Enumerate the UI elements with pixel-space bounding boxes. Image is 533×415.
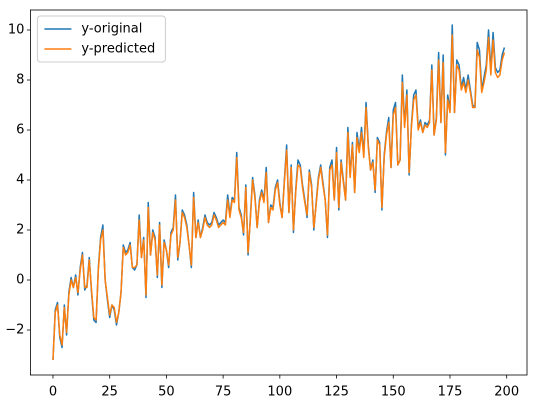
x-tick-label: 0 (49, 385, 57, 400)
series-line (52, 34, 506, 361)
x-tick-label: 125 (324, 385, 349, 400)
y-tick-label: −2 (5, 323, 24, 338)
y-tick-label: 8 (16, 73, 24, 88)
y-tick-label: 4 (16, 173, 24, 188)
x-tick-label: 50 (158, 385, 175, 400)
x-tick-label: 100 (267, 385, 292, 400)
plot-frame (29, 9, 528, 376)
legend-label: y-predicted (81, 42, 155, 57)
legend-label: y-original (81, 22, 142, 37)
y-tick-label: 10 (8, 23, 25, 38)
y-tick-label: 2 (16, 223, 24, 238)
y-tick-label: 6 (16, 123, 24, 138)
y-tick-label: 0 (16, 273, 24, 288)
x-tick-label: 150 (381, 385, 406, 400)
x-tick-label: 175 (438, 385, 463, 400)
x-tick-label: 75 (215, 385, 232, 400)
x-tick-label: 200 (494, 385, 519, 400)
legend-box (36, 15, 166, 63)
x-tick-label: 25 (101, 385, 118, 400)
